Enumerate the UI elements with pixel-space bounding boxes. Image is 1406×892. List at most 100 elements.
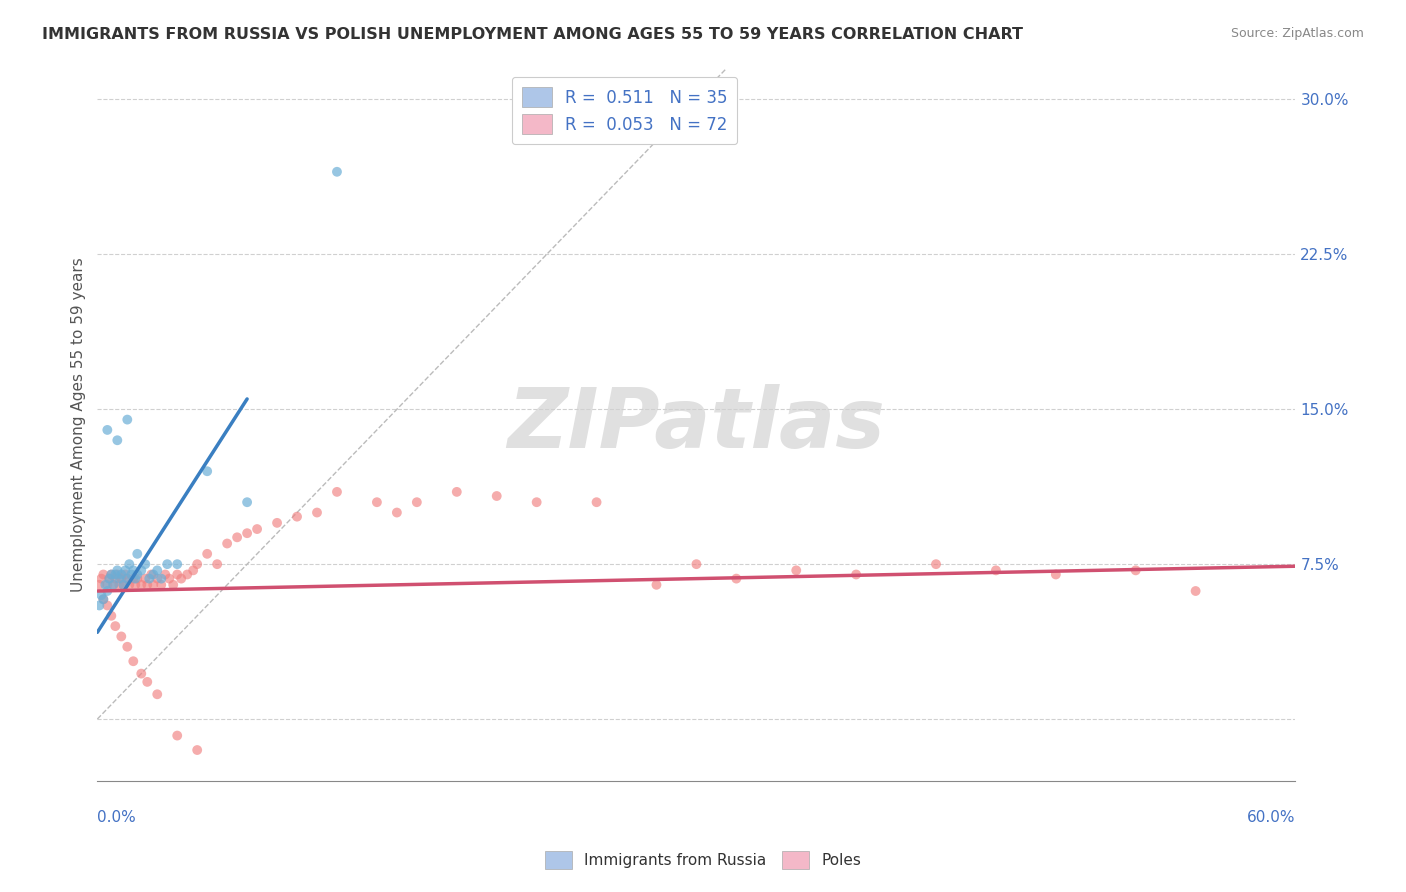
Point xyxy=(385,506,408,520)
Point xyxy=(93,592,115,607)
Point xyxy=(127,572,149,586)
Point xyxy=(117,412,139,426)
Point xyxy=(236,526,259,541)
Point xyxy=(98,572,121,586)
Point xyxy=(122,654,145,668)
Point xyxy=(845,567,868,582)
Point xyxy=(117,572,139,586)
Point xyxy=(96,423,118,437)
Point xyxy=(205,557,228,571)
Point xyxy=(685,557,707,571)
Point xyxy=(118,578,141,592)
Point xyxy=(104,567,127,582)
Point xyxy=(170,572,193,586)
Point xyxy=(136,674,159,689)
Point xyxy=(526,495,548,509)
Point xyxy=(100,567,122,582)
Point xyxy=(136,578,159,592)
Point xyxy=(186,557,208,571)
Point xyxy=(127,567,149,582)
Point xyxy=(155,567,177,582)
Point xyxy=(181,563,204,577)
Point xyxy=(217,536,239,550)
Point xyxy=(124,578,146,592)
Point xyxy=(157,572,180,586)
Point xyxy=(246,522,269,536)
Point xyxy=(105,434,128,448)
Point xyxy=(134,572,156,586)
Point xyxy=(93,592,115,607)
Point xyxy=(114,563,136,577)
Text: IMMIGRANTS FROM RUSSIA VS POLISH UNEMPLOYMENT AMONG AGES 55 TO 59 YEARS CORRELAT: IMMIGRANTS FROM RUSSIA VS POLISH UNEMPLO… xyxy=(42,27,1024,42)
Point xyxy=(117,572,139,586)
Point xyxy=(1045,567,1067,582)
Point xyxy=(89,578,111,592)
Point xyxy=(114,567,136,582)
Point xyxy=(89,599,111,613)
Text: Source: ZipAtlas.com: Source: ZipAtlas.com xyxy=(1230,27,1364,40)
Point xyxy=(117,640,139,654)
Point xyxy=(326,165,349,179)
Point xyxy=(156,557,179,571)
Text: ZIPatlas: ZIPatlas xyxy=(508,384,886,466)
Point xyxy=(96,599,118,613)
Point xyxy=(90,588,112,602)
Point xyxy=(110,567,132,582)
Text: 60.0%: 60.0% xyxy=(1247,810,1295,824)
Point xyxy=(166,729,188,743)
Point xyxy=(103,578,125,592)
Point xyxy=(405,495,427,509)
Point xyxy=(166,567,188,582)
Point xyxy=(166,557,188,571)
Point xyxy=(142,567,165,582)
Point xyxy=(785,563,807,577)
Point xyxy=(585,495,607,509)
Point xyxy=(146,687,169,701)
Point xyxy=(96,578,118,592)
Point xyxy=(446,484,468,499)
Point xyxy=(134,557,156,571)
Point xyxy=(146,572,169,586)
Point xyxy=(285,509,308,524)
Point xyxy=(120,567,142,582)
Point xyxy=(90,572,112,586)
Text: 0.0%: 0.0% xyxy=(97,810,136,824)
Point xyxy=(150,578,173,592)
Point xyxy=(162,578,184,592)
Legend: Immigrants from Russia, Poles: Immigrants from Russia, Poles xyxy=(538,845,868,875)
Point xyxy=(138,572,160,586)
Point xyxy=(105,567,128,582)
Point xyxy=(112,578,135,592)
Point xyxy=(236,495,259,509)
Point xyxy=(129,666,152,681)
Point xyxy=(1184,584,1206,599)
Point xyxy=(108,578,131,592)
Point xyxy=(150,572,173,586)
Point xyxy=(266,516,288,530)
Point xyxy=(122,563,145,577)
Point xyxy=(129,563,152,577)
Point xyxy=(1125,563,1147,577)
Point xyxy=(94,578,117,592)
Y-axis label: Unemployment Among Ages 55 to 59 years: Unemployment Among Ages 55 to 59 years xyxy=(72,258,86,592)
Point xyxy=(129,578,152,592)
Point xyxy=(725,572,748,586)
Point xyxy=(103,578,125,592)
Point xyxy=(305,506,328,520)
Point xyxy=(485,489,508,503)
Point xyxy=(110,572,132,586)
Point xyxy=(142,578,165,592)
Point xyxy=(226,530,249,544)
Point xyxy=(100,567,122,582)
Point xyxy=(127,547,149,561)
Point xyxy=(118,557,141,571)
Point xyxy=(645,578,668,592)
Point xyxy=(186,743,208,757)
Legend: R =  0.511   N = 35, R =  0.053   N = 72: R = 0.511 N = 35, R = 0.053 N = 72 xyxy=(512,77,737,145)
Point xyxy=(195,464,218,478)
Point xyxy=(925,557,948,571)
Point xyxy=(326,484,349,499)
Point xyxy=(108,572,131,586)
Point xyxy=(100,608,122,623)
Point xyxy=(104,572,127,586)
